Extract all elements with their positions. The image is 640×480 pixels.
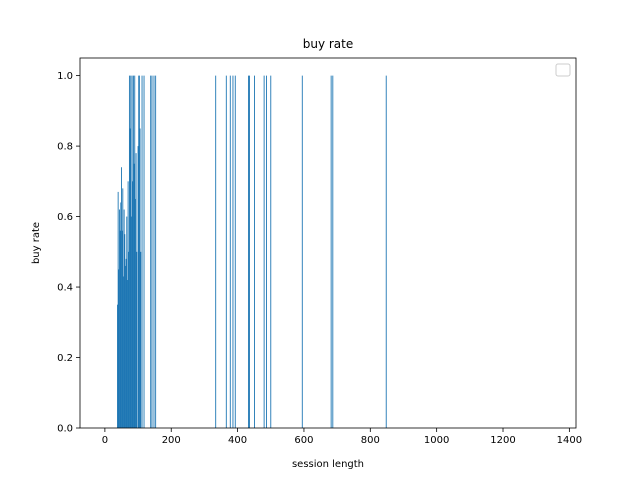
- x-tick-label: 600: [294, 435, 313, 446]
- x-axis-label: session length: [292, 459, 364, 470]
- bar: [150, 75, 152, 429]
- bar: [140, 251, 142, 428]
- bar: [153, 75, 155, 429]
- bar: [124, 234, 126, 428]
- bar: [123, 276, 124, 428]
- bar: [125, 258, 127, 428]
- bar: [135, 153, 137, 428]
- bar: [119, 230, 121, 428]
- y-tick-label: 0.0: [57, 424, 73, 435]
- bars-group: [117, 75, 387, 429]
- bar: [225, 75, 227, 429]
- bar: [117, 191, 119, 428]
- bar: [330, 75, 332, 429]
- bar: [151, 75, 153, 429]
- bar: [128, 75, 130, 429]
- bar: [136, 251, 138, 428]
- bar: [129, 128, 131, 429]
- bar: [132, 75, 134, 429]
- y-tick-label: 0.4: [57, 283, 73, 294]
- x-tick-label: 800: [361, 435, 380, 446]
- bar: [133, 163, 135, 428]
- x-tick-label: 1000: [424, 435, 449, 446]
- bar: [143, 75, 145, 429]
- bar: [137, 146, 139, 428]
- bar: [270, 75, 272, 429]
- bar: [125, 265, 126, 428]
- bar: [121, 167, 122, 429]
- bar: [138, 75, 140, 429]
- bar: [121, 230, 123, 428]
- bar: [301, 75, 303, 429]
- bar: [123, 209, 125, 428]
- bar: [263, 75, 265, 429]
- bar: [139, 128, 141, 429]
- bar: [229, 75, 231, 429]
- bar: [232, 75, 234, 429]
- bar: [332, 75, 334, 429]
- bar: [141, 75, 143, 429]
- bar: [155, 75, 157, 429]
- bar: [130, 216, 132, 428]
- x-axis-ticks: 0 200 400 600 800 1000 1200 1400: [102, 428, 582, 446]
- bar: [138, 75, 140, 429]
- chart-title: buy rate: [303, 37, 354, 51]
- y-axis-label: buy rate: [31, 222, 42, 264]
- y-axis-ticks: 0.0 0.2 0.4 0.6 0.8 1.0: [57, 71, 80, 435]
- bar: [215, 75, 217, 429]
- plot-area-frame: [79, 57, 577, 429]
- bar: [266, 75, 267, 429]
- bar: [249, 75, 250, 429]
- legend-box: [555, 63, 571, 77]
- y-tick-label: 0.8: [57, 142, 73, 153]
- bar: [117, 304, 118, 428]
- bar: [134, 198, 136, 428]
- x-tick-label: 1200: [490, 435, 515, 446]
- bar: [119, 209, 120, 428]
- bar: [130, 75, 132, 429]
- bar: [126, 216, 128, 428]
- bar: [127, 181, 129, 428]
- y-tick-label: 0.6: [57, 212, 73, 223]
- bar: [131, 75, 133, 429]
- bar: [128, 251, 130, 428]
- x-tick-label: 1400: [557, 435, 582, 446]
- bar: [134, 75, 136, 429]
- bar: [132, 181, 134, 428]
- x-tick-label: 200: [162, 435, 181, 446]
- bar: [234, 75, 236, 429]
- x-tick-label: 400: [228, 435, 247, 446]
- x-tick-label: 0: [102, 435, 108, 446]
- bar: [254, 75, 255, 429]
- bar: [118, 269, 120, 428]
- y-tick-label: 1.0: [57, 71, 73, 82]
- bar: [385, 75, 387, 429]
- bar: [248, 75, 249, 429]
- y-tick-label: 0.2: [57, 353, 73, 364]
- bar: [126, 280, 128, 428]
- bar: [120, 202, 122, 428]
- bar: [122, 188, 124, 428]
